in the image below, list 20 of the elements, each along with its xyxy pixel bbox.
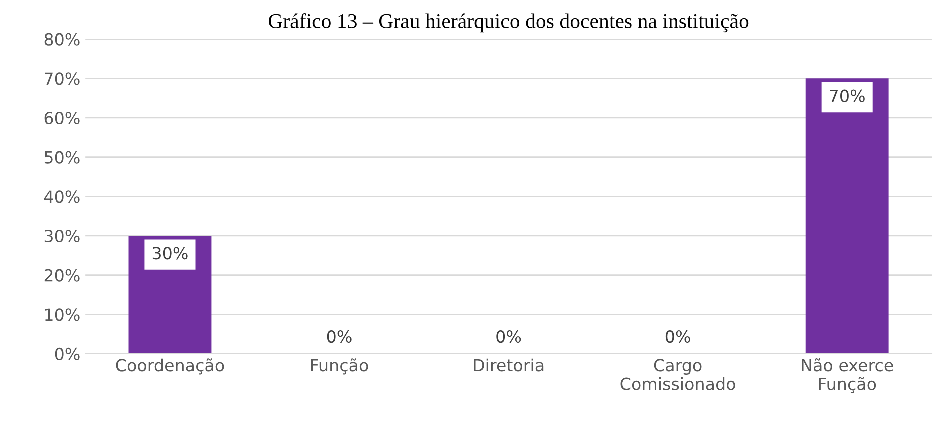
- chart-title: Gráfico 13 – Grau hierárquico dos docentes na instituição: [268, 14, 749, 33]
- data-label: 0%: [496, 330, 522, 344]
- y-tick-label: 50%: [44, 151, 80, 164]
- y-tick-label: 20%: [44, 269, 80, 282]
- data-label: 0%: [327, 330, 352, 344]
- y-tick-label: 0%: [55, 348, 80, 361]
- data-label: 30%: [152, 247, 188, 260]
- x-tick-label: Não exerce Função: [802, 358, 894, 394]
- y-tick-label: 70%: [45, 72, 80, 86]
- y-tick-label: 30%: [44, 230, 80, 243]
- x-tick-label: Cargo Comissionado: [620, 359, 736, 390]
- x-tick-label: Função: [311, 358, 368, 375]
- data-label: 70%: [830, 90, 865, 102]
- x-tick-label: Diretoria: [474, 358, 544, 372]
- y-tick-label: 60%: [44, 112, 80, 125]
- y-tick-label: 80%: [44, 33, 80, 46]
- x-tick-label: Coordenação: [116, 358, 224, 375]
- data-label: 0%: [666, 330, 690, 344]
- y-tick-label: 10%: [46, 308, 80, 322]
- y-tick-label: 40%: [44, 190, 80, 204]
